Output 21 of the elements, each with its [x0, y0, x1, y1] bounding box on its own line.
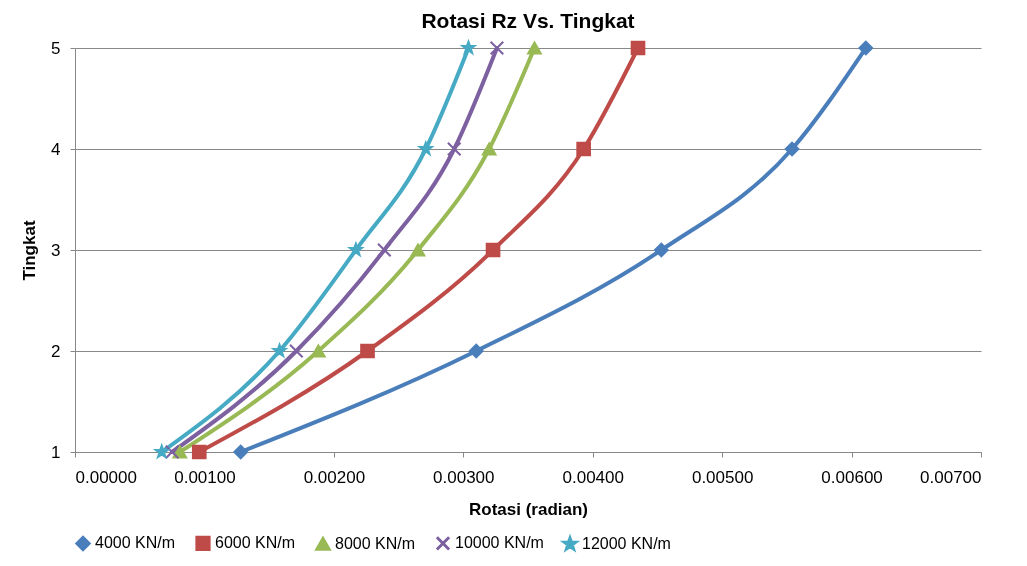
legend-label: 10000 KN/m — [455, 534, 544, 552]
x-tick-label: 0.00200 — [303, 467, 366, 487]
chart-title: Rotasi Rz Vs. Tingkat — [421, 8, 635, 32]
y-tick-label: 2 — [51, 341, 61, 361]
x-tick-label: 0.00100 — [174, 467, 236, 487]
legend-label: 6000 KN/m — [215, 534, 296, 552]
x-tick-label: 0.00300 — [433, 467, 495, 487]
x-tick-label: 0.00400 — [562, 467, 624, 487]
legend-label: 4000 KN/m — [95, 534, 176, 552]
legend-label: 12000 KN/m — [582, 535, 671, 553]
y-axis-title: Tingkat — [20, 220, 40, 281]
y-tick-label: 5 — [51, 38, 61, 58]
x-tick-label: 0.00700 — [920, 467, 982, 487]
y-tick-label: 4 — [51, 139, 61, 159]
x-tick-label: 0.00500 — [691, 467, 754, 487]
x-axis-title: Rotasi (radian) — [468, 499, 589, 519]
y-tick-label: 1 — [51, 442, 61, 462]
x-tick-label: 0.00600 — [821, 467, 883, 487]
x-tick-label: 0.00000 — [75, 467, 137, 487]
y-tick-label: 3 — [51, 240, 61, 260]
legend-label: 8000 KN/m — [335, 534, 416, 552]
